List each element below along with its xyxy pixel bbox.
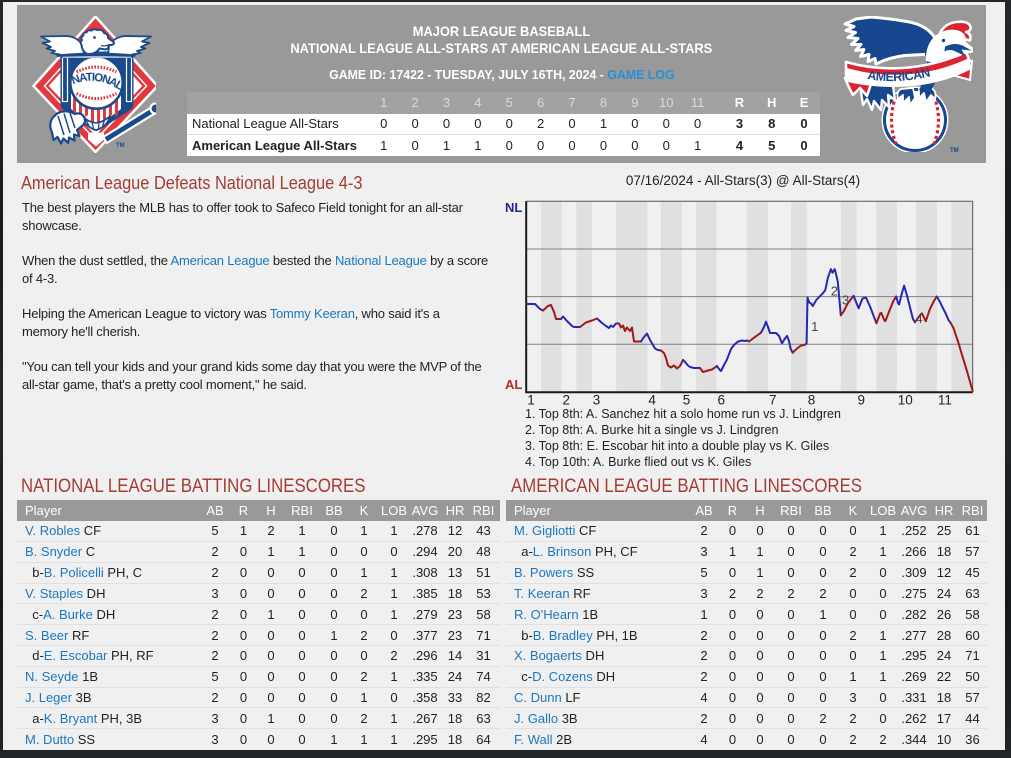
svg-text:8: 8 bbox=[808, 393, 816, 408]
svg-text:10: 10 bbox=[898, 393, 913, 408]
svg-text:4: 4 bbox=[915, 311, 922, 326]
svg-text:3: 3 bbox=[593, 393, 601, 408]
svg-text:11: 11 bbox=[938, 393, 952, 408]
svg-text:4: 4 bbox=[648, 393, 656, 408]
svg-text:1: 1 bbox=[527, 393, 535, 408]
svg-text:6: 6 bbox=[718, 393, 726, 408]
svg-text:7: 7 bbox=[769, 393, 777, 408]
svg-text:5: 5 bbox=[683, 393, 691, 408]
svg-text:2: 2 bbox=[563, 393, 571, 408]
svg-text:9: 9 bbox=[858, 393, 866, 408]
svg-text:TM: TM bbox=[950, 148, 959, 152]
svg-text:TM: TM bbox=[116, 143, 125, 149]
svg-text:1: 1 bbox=[811, 319, 818, 334]
svg-text:3: 3 bbox=[842, 293, 849, 308]
svg-text:2: 2 bbox=[831, 283, 838, 298]
svg-text:AMERICAN: AMERICAN bbox=[867, 65, 932, 84]
svg-text:NL: NL bbox=[505, 200, 522, 215]
svg-text:AL: AL bbox=[505, 377, 522, 392]
